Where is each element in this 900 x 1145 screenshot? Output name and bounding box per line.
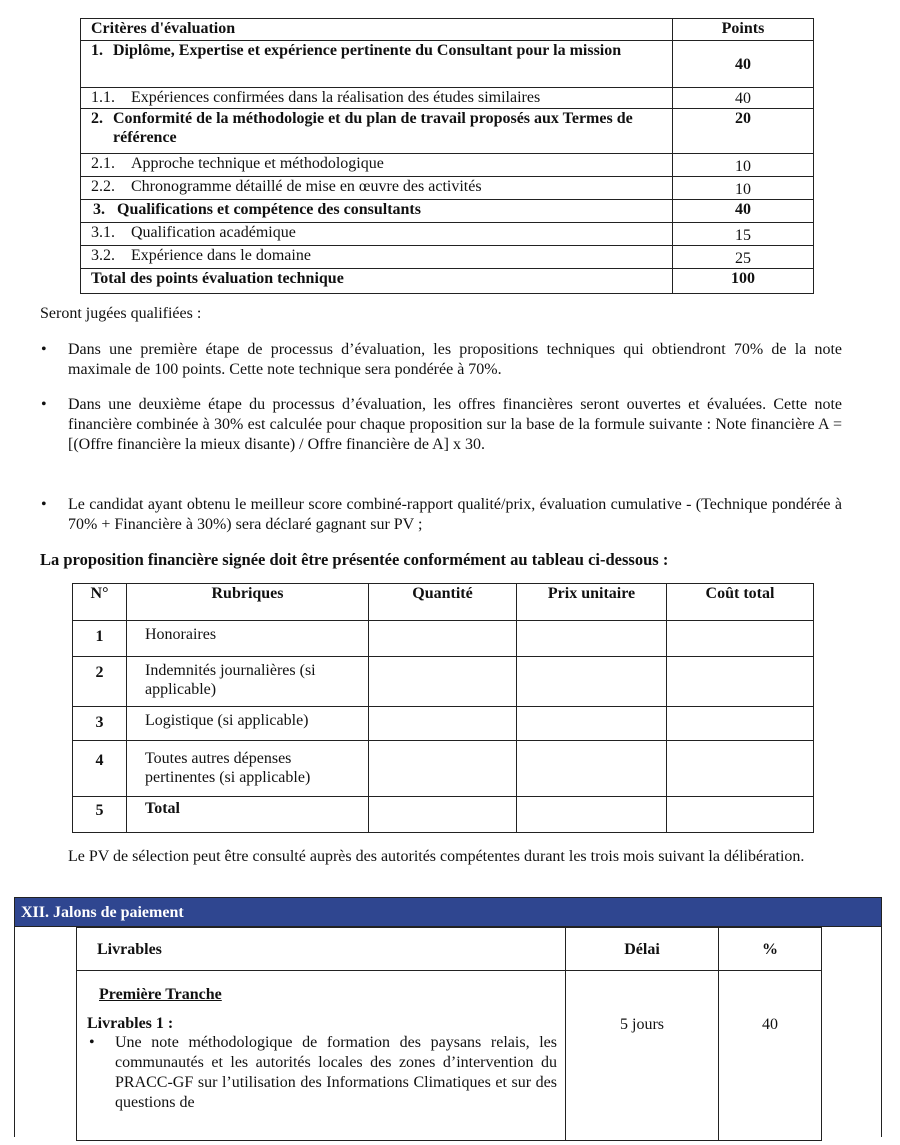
cell: 1 xyxy=(72,620,127,657)
header-cell: N° xyxy=(72,583,127,621)
header: Critères d'évaluation xyxy=(91,20,236,37)
points: 10 xyxy=(672,176,814,200)
text: Expériences confirmées dans la réalisati… xyxy=(131,89,541,106)
text: Approche technique et méthodologique xyxy=(131,155,384,172)
points: 10 xyxy=(672,153,814,177)
section-box xyxy=(14,927,882,1137)
row-label: Total des points évaluation technique xyxy=(80,268,673,294)
text: 2. xyxy=(91,110,103,127)
criteria-table: Critères d'évaluation Points 1. Diplôme, E… xyxy=(80,18,814,294)
cell: Toutes autres dépenses pertinentes (si a… xyxy=(126,740,369,797)
bullet: Dans une première étape de processus d’é… xyxy=(41,340,842,380)
text: 3.2. xyxy=(91,247,115,264)
points: 100 xyxy=(672,268,814,294)
financial-table: N° Rubriques Quantité Prix unitaire Coût… xyxy=(72,583,814,833)
header-cell: Livrables xyxy=(76,927,566,971)
bullet: Dans une deuxième étape du processus d’é… xyxy=(41,395,842,455)
percent: 40 xyxy=(718,970,822,1141)
deliverable-bullet: • Une note méthodologique de formation de… xyxy=(89,1034,557,1111)
text: Diplôme, Expertise et expérience pertine… xyxy=(113,42,622,59)
points: 20 xyxy=(672,108,814,154)
section-bar: XII. Jalons de paiement xyxy=(14,897,882,927)
row-label: 1.1. Expériences confirmées dans la réali… xyxy=(80,87,673,109)
text: 1. xyxy=(91,42,103,59)
cell: 5 xyxy=(72,796,127,833)
header-cell: Coût total xyxy=(666,583,814,621)
text: Qualification académique xyxy=(131,224,296,241)
cell: 2 xyxy=(72,656,127,707)
deliverable-cell: Première Tranche Livrables 1 : • Une note… xyxy=(76,970,566,1141)
text: 3.1. xyxy=(91,224,115,241)
points: 40 xyxy=(672,40,814,88)
pv-note: Le PV de sélection peut être consulté au… xyxy=(68,848,805,865)
points: 15 xyxy=(672,222,814,246)
intro: Seront jugées qualifiées : xyxy=(40,305,202,322)
text: Chronogramme détaillé de mise en œuvre d… xyxy=(131,178,482,195)
text: Une note méthodologique de formation des… xyxy=(115,1034,557,1111)
text: Total des points évaluation technique xyxy=(91,270,344,287)
heading: La proposition financière signée doit êt… xyxy=(40,550,669,569)
points: 40 xyxy=(672,87,814,109)
header-cell: % xyxy=(718,927,822,971)
cell: Indemnités journalières (si applicable) xyxy=(126,656,369,707)
text: 1.1. xyxy=(91,89,115,106)
payment-table: Livrables Délai % Première Tranche Livra… xyxy=(76,927,822,1141)
header-cell: Critères d'évaluation xyxy=(80,18,673,41)
bullet: Le candidat ayant obtenu le meilleur sco… xyxy=(41,495,842,535)
row-label: 3.2. Expérience dans le domaine xyxy=(80,245,673,269)
text: 2.2. xyxy=(91,178,115,195)
cell: Honoraires xyxy=(126,620,369,657)
text: Conformité de la méthodologie et du plan… xyxy=(113,110,633,146)
row-label: 2. Conformité de la méthodologie et du pl… xyxy=(80,108,673,154)
row-label: 2.2. Chronogramme détaillé de mise en œuv… xyxy=(80,176,673,200)
section-title: XII. Jalons de paiement xyxy=(21,904,184,921)
header-cell: Quantité xyxy=(368,583,517,621)
points: 40 xyxy=(672,199,814,223)
cell: Logistique (si applicable) xyxy=(126,706,369,741)
text: Qualifications et compétence des consult… xyxy=(117,201,421,218)
row-label: 3. Qualifications et compétence des consu… xyxy=(80,199,673,223)
header-cell: Points xyxy=(672,18,814,41)
deliverable: Livrables 1 : xyxy=(87,1015,174,1032)
cell: 4 xyxy=(72,740,127,797)
row-label: 2.1. Approche technique et méthodologique xyxy=(80,153,673,177)
header-cell: Délai xyxy=(565,927,719,971)
text: 2.1. xyxy=(91,155,115,172)
cell: 3 xyxy=(72,706,127,741)
points: 25 xyxy=(672,245,814,269)
header-cell: Rubriques xyxy=(126,583,369,621)
text: 3. xyxy=(93,201,105,218)
delay: 5 jours xyxy=(565,970,719,1141)
header-cell: Prix unitaire xyxy=(516,583,667,621)
row-label: 1. Diplôme, Expertise et expérience perti… xyxy=(80,40,673,88)
row-label: 3.1. Qualification académique xyxy=(80,222,673,246)
tranche: Première Tranche xyxy=(99,986,222,1003)
text: Expérience dans le domaine xyxy=(131,247,311,264)
cell: Total xyxy=(126,796,369,833)
